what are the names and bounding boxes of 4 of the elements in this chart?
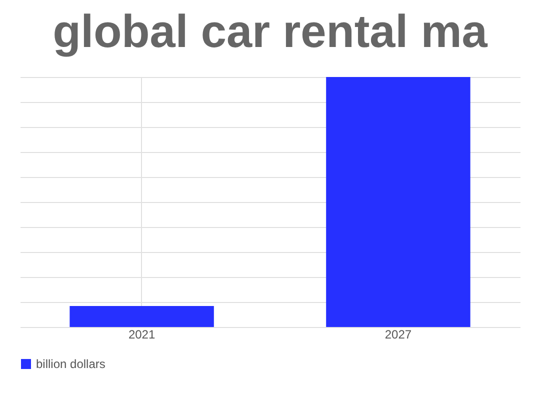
x-tick-label: 2027 bbox=[384, 328, 412, 342]
x-tick-label: 2021 bbox=[128, 328, 156, 342]
chart-title: global car rental ma bbox=[52, 5, 488, 57]
legend-label: billion dollars bbox=[36, 357, 106, 371]
